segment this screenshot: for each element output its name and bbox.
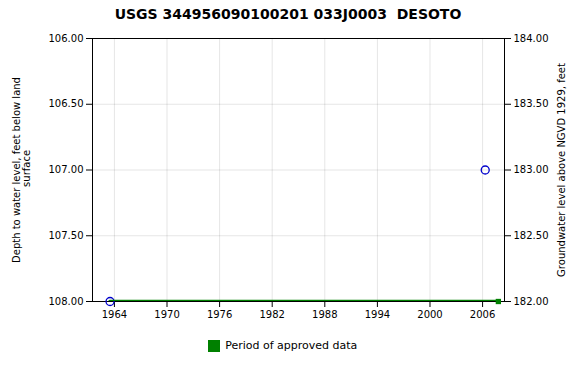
html-text:Period of approved data: Period of approved data bbox=[225, 339, 358, 352]
svg-text:183.00: 183.00 bbox=[514, 164, 549, 175]
svg-text:2006: 2006 bbox=[470, 309, 495, 320]
svg-text:107.00: 107.00 bbox=[49, 164, 84, 175]
svg-text:184.00: 184.00 bbox=[514, 33, 549, 44]
svg-text:Groundwater level above NGVD 1: Groundwater level above NGVD 1929, feet bbox=[556, 63, 567, 277]
svg-text:2000: 2000 bbox=[417, 309, 442, 320]
svg-text:1964: 1964 bbox=[102, 309, 127, 320]
svg-text:182.50: 182.50 bbox=[514, 230, 549, 241]
svg-text:106.00: 106.00 bbox=[49, 33, 84, 44]
svg-text:1982: 1982 bbox=[259, 309, 284, 320]
svg-text:1976: 1976 bbox=[207, 309, 232, 320]
svg-text:107.50: 107.50 bbox=[49, 230, 84, 241]
svg-text:182.00: 182.00 bbox=[514, 296, 549, 307]
svg-text:108.00: 108.00 bbox=[49, 296, 84, 307]
svg-text:183.50: 183.50 bbox=[514, 98, 549, 109]
svg-text:1994: 1994 bbox=[365, 309, 390, 320]
svg-text:Depth to water level, feet bel: Depth to water level, feet below land su… bbox=[11, 77, 32, 263]
html-text:USGS 344956090100201 033J0003: USGS 344956090100201 033J0003 DESOTO bbox=[114, 6, 462, 22]
svg-text:1970: 1970 bbox=[154, 309, 179, 320]
svg-text:1988: 1988 bbox=[312, 309, 337, 320]
svg-text:106.50: 106.50 bbox=[49, 98, 84, 109]
